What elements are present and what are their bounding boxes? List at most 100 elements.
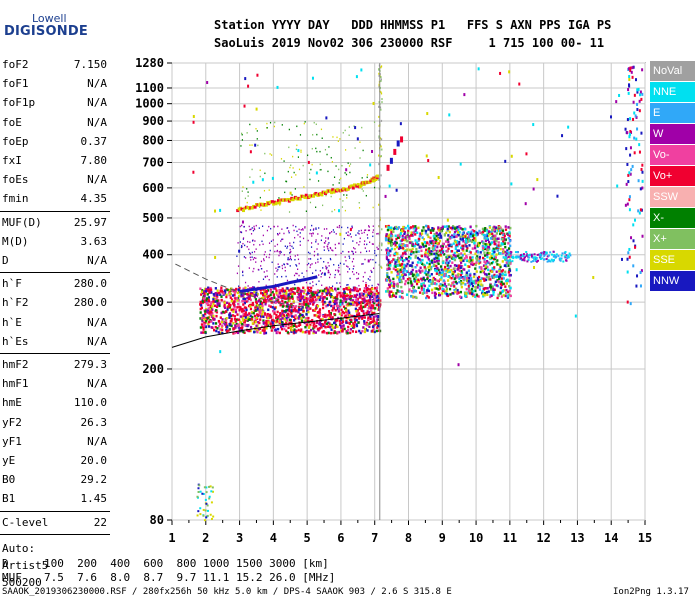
echo-point xyxy=(446,218,449,222)
echo-point xyxy=(341,310,344,314)
param-value: N/A xyxy=(87,115,107,129)
echo-point xyxy=(338,224,341,227)
echo-point xyxy=(298,168,301,171)
echo-point xyxy=(335,254,337,256)
echo-point xyxy=(447,261,450,265)
echo-point xyxy=(203,324,206,327)
echo-point xyxy=(291,194,293,196)
echo-point xyxy=(299,295,302,298)
echo-point xyxy=(370,258,372,261)
echo-point xyxy=(440,271,443,275)
echo-point xyxy=(338,266,340,269)
echo-point xyxy=(313,314,316,317)
echo-point xyxy=(424,229,428,233)
x-tick-label: 3 xyxy=(236,531,243,545)
echo-point xyxy=(413,244,416,248)
profile-line xyxy=(171,313,380,348)
echo-point xyxy=(256,130,258,132)
echo-point xyxy=(567,125,570,129)
echo-point xyxy=(629,302,632,306)
echo-point xyxy=(283,327,286,331)
echo-point xyxy=(307,326,311,329)
echo-point xyxy=(247,291,250,294)
echo-point xyxy=(325,240,327,242)
echo-point xyxy=(263,189,266,192)
echo-point xyxy=(339,329,343,332)
echo-point xyxy=(334,331,337,334)
echo-point xyxy=(496,263,499,266)
echo-point xyxy=(610,115,613,119)
echo-point xyxy=(234,297,237,300)
echo-point xyxy=(367,318,370,321)
echo-point xyxy=(480,283,483,286)
echo-point xyxy=(442,242,445,246)
param-name: foEs xyxy=(2,173,29,187)
echo-point xyxy=(260,209,262,211)
echo-point xyxy=(343,315,347,318)
echo-point xyxy=(409,234,413,237)
param-name: MUF(D) xyxy=(2,215,42,229)
echo-point xyxy=(501,260,504,263)
echo-point xyxy=(402,277,405,280)
echo-point xyxy=(401,236,404,240)
echo-point xyxy=(440,247,443,251)
echo-point xyxy=(446,279,450,282)
echo-point xyxy=(293,291,296,295)
echo-point xyxy=(274,328,277,331)
echo-point xyxy=(362,310,365,313)
echo-point xyxy=(628,208,631,212)
echo-point xyxy=(204,308,208,311)
echo-point xyxy=(289,257,292,260)
echo-point xyxy=(299,329,302,333)
echo-point xyxy=(207,288,210,292)
echo-point xyxy=(343,194,345,196)
param-separator xyxy=(0,353,110,354)
echo-point xyxy=(368,303,371,307)
echo-point xyxy=(377,248,379,251)
echo-point xyxy=(373,330,376,334)
echo-point xyxy=(219,316,222,319)
echo-point xyxy=(449,293,452,296)
echo-point xyxy=(410,281,413,285)
param-value: N/A xyxy=(87,334,107,348)
echo-point xyxy=(387,276,391,279)
echo-point xyxy=(438,239,441,243)
echo-point xyxy=(316,327,320,331)
echo-point xyxy=(455,282,458,285)
echo-point xyxy=(627,91,630,95)
echo-point xyxy=(288,146,290,149)
echo-point xyxy=(422,245,425,248)
echo-point xyxy=(408,278,411,282)
echo-point xyxy=(526,260,529,263)
echo-point xyxy=(473,279,476,283)
echo-point xyxy=(223,305,226,308)
echo-point xyxy=(244,314,247,317)
echo-point xyxy=(243,256,245,258)
echo-point xyxy=(326,303,329,307)
echo-point xyxy=(503,242,506,246)
echo-point xyxy=(233,300,236,303)
param-value: 280.0 xyxy=(73,296,107,310)
y-tick-label: 400 xyxy=(142,248,164,262)
echo-point xyxy=(262,234,264,237)
echo-point xyxy=(347,266,349,268)
echo-point xyxy=(209,313,212,316)
echo-point xyxy=(203,321,206,325)
echo-point xyxy=(460,296,463,299)
echo-point xyxy=(312,300,314,302)
echo-point xyxy=(482,233,485,237)
echo-point xyxy=(312,290,315,294)
echo-point xyxy=(286,262,288,265)
echo-point xyxy=(401,246,404,250)
echo-point xyxy=(429,267,433,271)
echo-point xyxy=(307,297,310,300)
echo-point xyxy=(404,280,407,283)
echo-point xyxy=(466,232,469,236)
echo-point xyxy=(338,330,341,334)
echo-point xyxy=(397,290,400,293)
echo-point xyxy=(277,327,280,331)
echo-point xyxy=(432,276,435,280)
echo-point xyxy=(507,290,510,294)
echo-point xyxy=(474,233,477,237)
echo-point xyxy=(300,328,303,331)
